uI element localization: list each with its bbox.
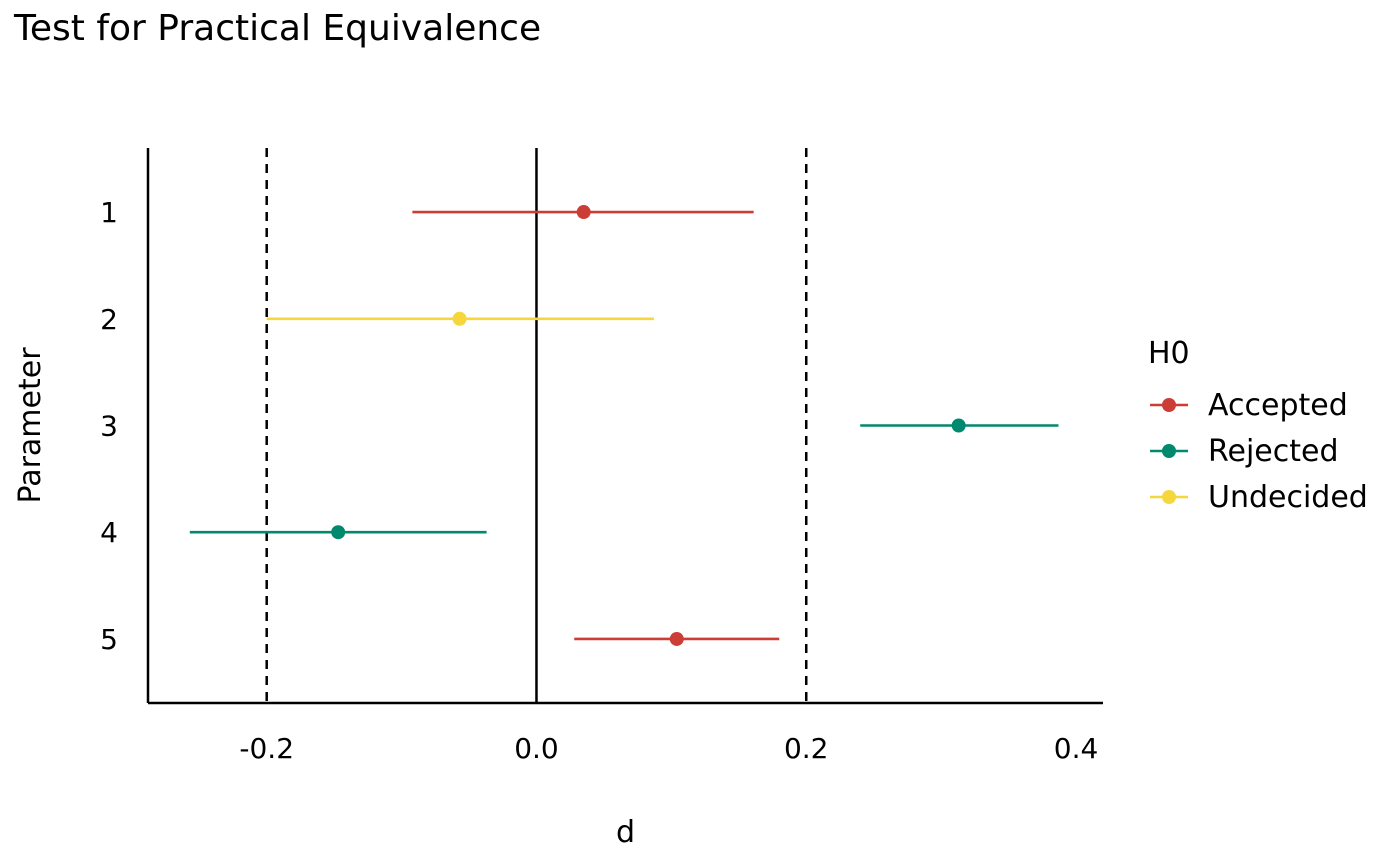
axes: -0.2 0.0 0.2 0.4 1 2 3 4 5 d Parameter — [13, 148, 1103, 850]
legend-label: Accepted — [1208, 388, 1348, 423]
x-tick-label: 0.0 — [514, 732, 559, 765]
x-tick-label: 0.4 — [1054, 732, 1099, 765]
legend-key-point — [1162, 490, 1176, 504]
x-tick-label: -0.2 — [239, 732, 294, 765]
point-5 — [669, 631, 684, 646]
y-tick-label: 5 — [100, 623, 118, 656]
legend-label: Rejected — [1208, 434, 1339, 469]
chart-title: Test for Practical Equivalence — [14, 8, 542, 49]
point-4 — [331, 525, 346, 540]
point-3 — [951, 418, 966, 433]
legend-key-point — [1162, 444, 1176, 458]
point-1 — [576, 205, 591, 220]
y-axis-title: Parameter — [13, 347, 48, 504]
y-tick-label: 3 — [100, 410, 118, 443]
marks — [189, 205, 1059, 646]
x-axis-title: d — [616, 815, 635, 850]
legend-label: Undecided — [1208, 480, 1368, 515]
legend-title: H0 — [1148, 336, 1190, 371]
legend-key-point — [1162, 398, 1176, 412]
point-2 — [452, 311, 467, 326]
x-tick-label: 0.2 — [784, 732, 829, 765]
y-tick-label: 2 — [100, 303, 118, 336]
y-tick-label: 4 — [100, 516, 118, 549]
legend: H0 Accepted Rejected Undecided — [1148, 336, 1368, 515]
y-tick-label: 1 — [100, 196, 118, 229]
